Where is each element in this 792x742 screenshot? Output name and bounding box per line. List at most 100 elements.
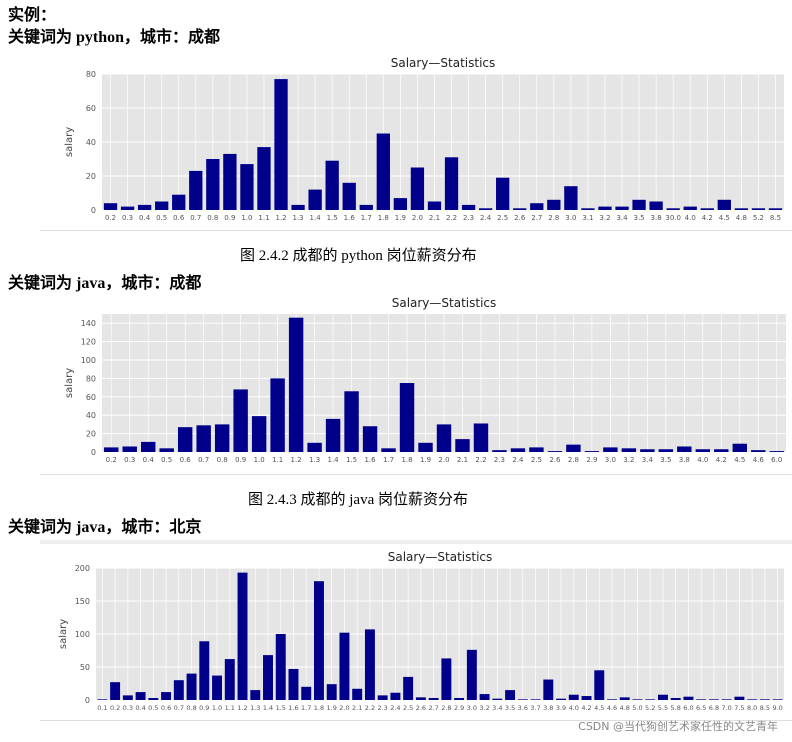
- bar: [390, 692, 401, 700]
- bar: [492, 450, 507, 452]
- bar: [734, 696, 745, 700]
- bar: [339, 632, 350, 700]
- bar: [436, 424, 452, 452]
- x-tick-label: 3.2: [599, 214, 610, 222]
- y-tick-label: 60: [86, 104, 96, 113]
- x-tick-label: 1.5: [327, 214, 338, 222]
- x-tick-label: 0.2: [110, 704, 120, 712]
- x-tick-label: 2.4: [390, 704, 400, 712]
- x-tick-label: 6.8: [709, 704, 719, 712]
- x-tick-label: 1.9: [395, 214, 406, 222]
- x-tick-label: 2.2: [365, 704, 375, 712]
- bar: [137, 204, 152, 210]
- y-tick-label: 140: [81, 319, 96, 328]
- x-tick-label: 2.2: [475, 456, 486, 464]
- x-tick-label: 3.5: [660, 456, 671, 464]
- x-tick-label: 3.2: [479, 704, 489, 712]
- x-tick-label: 2.1: [429, 214, 440, 222]
- x-tick-label: 0.6: [161, 704, 171, 712]
- bar: [214, 424, 230, 452]
- divider: [40, 474, 792, 475]
- bar: [110, 682, 121, 700]
- bar: [199, 641, 210, 700]
- x-tick-label: 4.8: [620, 704, 630, 712]
- bar: [632, 699, 643, 700]
- x-tick-label: 2.0: [438, 456, 449, 464]
- bar: [594, 670, 605, 700]
- x-tick-label: 4.0: [685, 214, 696, 222]
- x-tick-label: 1.3: [250, 704, 260, 712]
- bar: [473, 423, 489, 452]
- bar: [543, 679, 554, 700]
- bar: [399, 383, 415, 452]
- x-tick-label: 1.3: [309, 456, 320, 464]
- python-chengdu-heading: 关键词为 python，城市：成都: [8, 29, 221, 46]
- bar: [270, 378, 285, 452]
- y-tick-label: 200: [75, 564, 90, 573]
- bar: [301, 686, 312, 700]
- bar: [496, 177, 510, 210]
- bar: [510, 448, 526, 452]
- bar: [120, 206, 135, 210]
- y-tick-label: 100: [81, 356, 96, 365]
- bar: [734, 208, 749, 210]
- x-tick-label: 0.4: [135, 704, 145, 712]
- x-tick-label: 3.5: [505, 704, 515, 712]
- bar: [161, 692, 172, 700]
- x-tick-label: 0.7: [174, 704, 184, 712]
- x-tick-label: 1.4: [328, 456, 340, 464]
- bar: [492, 698, 503, 700]
- bar: [461, 204, 476, 210]
- bar: [547, 451, 563, 452]
- x-tick-label: 2.3: [377, 704, 387, 712]
- x-tick-label: 2.1: [457, 456, 468, 464]
- x-tick-label: 30.0: [665, 214, 681, 222]
- x-tick-label: 2.3: [494, 456, 505, 464]
- bar: [714, 449, 729, 452]
- bar: [529, 447, 544, 452]
- bar: [155, 201, 169, 210]
- x-tick-label: 4.5: [594, 704, 604, 712]
- bar: [196, 425, 211, 452]
- bar: [759, 699, 770, 700]
- bar: [769, 451, 784, 452]
- bar: [325, 418, 341, 452]
- x-tick-label: 1.2: [291, 456, 302, 464]
- bar: [547, 199, 561, 210]
- bar: [658, 449, 674, 452]
- y-tick-label: 20: [86, 172, 96, 181]
- bar: [640, 449, 655, 452]
- x-tick-label: 2.6: [514, 214, 526, 222]
- bar: [683, 696, 694, 700]
- x-tick-label: 1.6: [364, 456, 376, 464]
- bar: [148, 698, 159, 700]
- x-tick-label: 0.8: [207, 214, 218, 222]
- bar: [376, 133, 390, 210]
- x-tick-label: 4.0: [697, 456, 708, 464]
- x-tick-label: 8.5: [770, 214, 781, 222]
- y-tick-label: 60: [86, 393, 96, 402]
- divider: [40, 230, 792, 231]
- bar: [189, 170, 203, 210]
- x-tick-label: 1.8: [314, 704, 324, 712]
- bar: [364, 629, 375, 700]
- bar: [695, 449, 711, 452]
- chart-figure-2: 0 20 40 60 80 100 120 140 0.2 0.3 0.4 0.5 0.6 0.7 0.8 0…: [30, 292, 792, 475]
- bar: [683, 206, 697, 210]
- x-tick-label: 1.3: [293, 214, 304, 222]
- bar: [581, 696, 592, 700]
- bar: [159, 448, 174, 452]
- x-tick-label: 1.4: [310, 214, 322, 222]
- x-tick-label: 2.8: [568, 456, 579, 464]
- x-tick-label: 8.0: [747, 704, 757, 712]
- x-tick-label: 0.5: [148, 704, 158, 712]
- x-tick-label: 2.6: [416, 704, 426, 712]
- x-tick-label: 1.1: [258, 214, 269, 222]
- bar: [212, 675, 223, 700]
- bar: [122, 695, 133, 700]
- bar: [240, 164, 254, 210]
- bar: [444, 157, 459, 210]
- divider: [40, 540, 792, 544]
- bar: [513, 208, 527, 210]
